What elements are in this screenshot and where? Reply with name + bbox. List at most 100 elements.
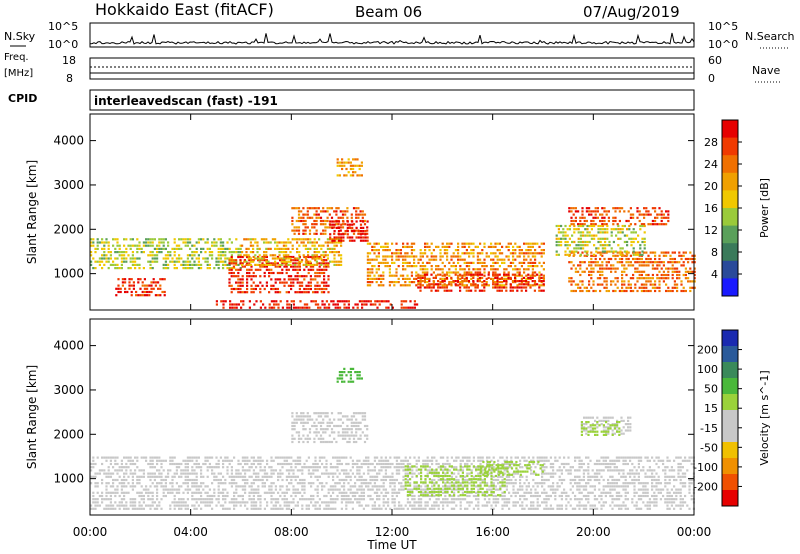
velocity-region-3 [404, 465, 506, 497]
velocity-heatmap [90, 367, 695, 510]
beam-label: Beam 06 [355, 3, 422, 21]
velocity-colorbar-tick-label-2: 50 [704, 383, 718, 396]
velocity-colorbar-swatch-2 [722, 362, 738, 379]
power-colorbar-tick-label-1: 24 [704, 158, 718, 171]
power-region-10 [568, 207, 670, 226]
time-tick-label-3: 12:00 [375, 525, 410, 539]
power-heatmap [90, 158, 696, 309]
power-colorbar-tick-label-4: 12 [704, 224, 718, 237]
time-tick-label-1: 04:00 [173, 525, 208, 539]
time-tick-label-2: 08:00 [274, 525, 309, 539]
velocity-colorbar-swatch-0 [722, 330, 738, 347]
power-ytick-label-0: 1000 [53, 267, 84, 281]
time-tick-label-0: 00:00 [73, 525, 108, 539]
velocity-colorbar-swatch-9 [722, 474, 738, 491]
velocity-ytick-label-0: 1000 [53, 472, 84, 486]
velocity-region-4 [480, 460, 544, 476]
power-region-6 [336, 158, 363, 177]
power-region-9 [215, 300, 419, 309]
power-colorbar-tick-label-0: 28 [704, 136, 718, 149]
power-colorbar-swatch-2 [722, 155, 738, 174]
power-panel: 1000 2000 3000 4000 Slant Range [km] [25, 113, 696, 311]
power-colorbar-swatch-0 [722, 120, 738, 139]
nsky-trace [89, 32, 695, 45]
nsky-label: N.Sky [4, 30, 36, 43]
velocity-colorbar-swatch-6 [722, 426, 738, 443]
power-colorbar-swatch-8 [722, 260, 738, 279]
velocity-panel: 1000 2000 3000 4000 Slant Range [km] 00:00 0… [25, 318, 711, 552]
power-colorbar-swatch-7 [722, 243, 738, 262]
power-x-axis [89, 114, 695, 310]
power-ytick-label-3: 4000 [53, 134, 84, 148]
nave-axis-bottom: 0 [708, 72, 715, 85]
velocity-colorbar-swatch-8 [722, 458, 738, 475]
velocity-y-axis: 1000 2000 3000 4000 [53, 339, 694, 486]
power-colorbar-swatch-6 [722, 225, 738, 244]
power-colorbar-tick-label-3: 16 [704, 202, 718, 215]
time-tick-label-4: 16:00 [475, 525, 510, 539]
freq-panel: Freq. [MHz] 18 8 60 0 Nave [4, 52, 780, 85]
velocity-colorbar-label: Velocity [m s^-1] [758, 370, 771, 465]
power-region-7 [366, 242, 545, 287]
velocity-region-0 [90, 456, 695, 510]
power-colorbar-tick-label-5: 8 [711, 246, 718, 259]
velocity-x-axis: 00:00 04:00 08:00 12:00 16:00 20:00 00:00 [73, 319, 711, 539]
power-colorbar: 28 24 20 16 12 8 4 Power [dB] [704, 119, 771, 297]
velocity-colorbar-tick-label-7: -200 [693, 480, 718, 493]
velocity-region-2 [336, 367, 363, 383]
velocity-y-label: Slant Range [km] [25, 365, 39, 469]
velocity-colorbar-tick-label-5: -50 [700, 441, 718, 454]
station-title: Hokkaido East (fitACF) [95, 0, 274, 19]
velocity-colorbar-swatch-3 [722, 378, 738, 395]
power-region-11 [568, 251, 696, 293]
power-colorbar-label: Power [dB] [758, 178, 771, 238]
nsky-log-top-right: 10^5 [708, 20, 738, 33]
cpid-panel: CPID interleavedscan (fast) -191 [8, 89, 695, 111]
velocity-region-6 [580, 421, 621, 436]
velocity-colorbar-tick-label-1: 100 [697, 363, 718, 376]
velocity-ytick-label-2: 3000 [53, 383, 84, 397]
nave-label: Nave [752, 64, 780, 77]
velocity-ytick-label-3: 4000 [53, 339, 84, 353]
freq-label: Freq. [4, 52, 29, 63]
power-region-5 [329, 220, 369, 242]
power-colorbar-tick-label-6: 4 [711, 268, 718, 281]
velocity-region-5 [580, 416, 632, 435]
velocity-colorbar-swatch-10 [722, 490, 738, 507]
power-region-4 [291, 207, 369, 235]
velocity-colorbar: 200 100 50 15 -15 -50 -100 -200 Velocity [m s^-… [693, 329, 771, 507]
nsky-log-bottom-left: 10^0 [48, 38, 78, 51]
power-region-3 [241, 238, 343, 266]
velocity-colorbar-tick-label-3: 15 [704, 402, 718, 415]
velocity-colorbar-swatch-4 [722, 394, 738, 411]
power-colorbar-swatch-3 [722, 172, 738, 191]
nsky-log-top-left: 10^5 [48, 20, 78, 33]
power-ytick-label-2: 3000 [53, 178, 84, 192]
power-colorbar-tick-label-2: 20 [704, 180, 718, 193]
cpid-label: CPID [8, 92, 37, 105]
freq-axis-top: 18 [62, 54, 76, 67]
power-y-axis: 1000 2000 3000 4000 [53, 134, 694, 281]
nsearch-label: N.Search [745, 30, 795, 43]
power-colorbar-swatch-5 [722, 208, 738, 227]
velocity-colorbar-swatch-1 [722, 346, 738, 363]
velocity-region-1 [291, 412, 369, 444]
date-label: 07/Aug/2019 [583, 3, 680, 21]
power-colorbar-swatch-9 [722, 278, 738, 297]
velocity-colorbar-tick-label-6: -100 [693, 461, 718, 474]
velocity-colorbar-swatch-7 [722, 442, 738, 459]
power-colorbar-swatch-1 [722, 137, 738, 156]
time-tick-label-5: 20:00 [576, 525, 611, 539]
nsky-log-bottom-right: 10^0 [708, 38, 738, 51]
time-axis-label: Time UT [366, 538, 417, 552]
power-region-1 [115, 278, 166, 297]
velocity-colorbar-tick-label-0: 200 [697, 344, 718, 357]
velocity-colorbar-tick-label-4: -15 [700, 422, 718, 435]
velocity-colorbar-swatch-5 [722, 410, 738, 427]
nave-axis-top: 60 [708, 54, 722, 67]
power-region-2 [228, 255, 330, 294]
power-region-8 [417, 273, 545, 292]
power-ytick-label-1: 2000 [53, 222, 84, 236]
velocity-ytick-label-1: 2000 [53, 427, 84, 441]
